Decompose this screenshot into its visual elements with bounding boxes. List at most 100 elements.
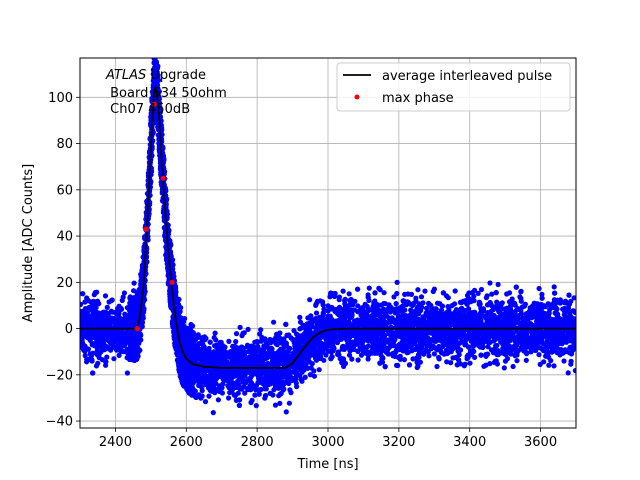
sample-point [487, 361, 493, 367]
sample-point [95, 350, 101, 356]
sample-point [252, 392, 258, 398]
sample-point [271, 360, 277, 366]
sample-point [506, 299, 513, 305]
sample-point [82, 353, 88, 359]
sample-point [365, 343, 371, 349]
sample-point [294, 331, 300, 337]
sample-point [397, 356, 403, 362]
sample-point [444, 359, 450, 365]
sample-point [213, 375, 219, 381]
sample-point [530, 303, 536, 309]
sample-point [213, 344, 219, 350]
sample-point [199, 338, 205, 344]
sample-point [95, 360, 101, 366]
sample-point [336, 294, 342, 300]
sample-point [349, 356, 355, 362]
sample-point [414, 304, 421, 310]
sample-point [481, 330, 487, 336]
sample-point [311, 373, 317, 379]
sample-point [470, 309, 477, 316]
sample-point [472, 354, 478, 360]
sample-point [118, 346, 124, 353]
sample-point [391, 294, 397, 300]
sample-point [514, 328, 520, 334]
sample-point [286, 377, 292, 383]
sample-point [555, 311, 561, 317]
sample-point [546, 319, 552, 326]
sample-point [122, 314, 129, 320]
sample-point [339, 344, 345, 351]
sample-point [239, 376, 245, 382]
sample-point [118, 306, 124, 312]
sample-point [544, 347, 550, 353]
sample-point [455, 320, 461, 326]
sample-point [408, 291, 415, 297]
sample-point [395, 316, 401, 322]
sample-point [434, 363, 440, 370]
sample-point [298, 376, 304, 382]
sample-point [462, 361, 468, 367]
sample-point [416, 348, 422, 355]
sample-point [358, 316, 365, 323]
sample-point [242, 390, 248, 396]
sample-point [539, 334, 546, 340]
sample-point [546, 311, 552, 318]
sample-point [571, 295, 576, 301]
sample-point [339, 356, 345, 362]
sample-point [213, 337, 219, 343]
sample-point [342, 317, 348, 323]
sample-point [336, 352, 342, 358]
sample-point [306, 359, 313, 365]
sample-point [394, 322, 400, 328]
sample-point [528, 345, 534, 351]
sample-point [267, 390, 273, 396]
sample-point [408, 307, 414, 313]
sample-point [402, 307, 408, 313]
sample-point [369, 313, 375, 319]
sample-point [483, 315, 489, 322]
sample-point [364, 303, 370, 310]
sample-point [346, 291, 352, 297]
sample-point [483, 362, 489, 368]
sample-point [226, 395, 232, 401]
sample-point [364, 312, 370, 319]
sample-point [197, 355, 203, 361]
sample-point [307, 297, 313, 303]
sample-point [541, 310, 548, 316]
sample-point [431, 319, 438, 325]
sample-point [455, 311, 461, 317]
sample-point [536, 344, 542, 350]
sample-point [422, 288, 428, 294]
sample-point [327, 294, 333, 300]
sample-point [230, 343, 236, 349]
sample-point [237, 324, 243, 330]
sample-point [203, 351, 209, 357]
sample-point [459, 330, 465, 336]
sample-point [196, 382, 202, 389]
sample-point [89, 317, 95, 323]
sample-point [355, 357, 361, 363]
sample-point [440, 290, 446, 296]
sample-point [325, 303, 331, 309]
sample-point [349, 314, 355, 320]
sample-point [317, 348, 323, 354]
sample-point [554, 297, 561, 303]
sample-point [332, 293, 338, 299]
sample-point [341, 363, 347, 369]
sample-point [245, 326, 251, 332]
sample-point [131, 280, 137, 286]
sample-point [464, 307, 471, 314]
sample-point [80, 338, 84, 344]
sample-point [448, 360, 454, 366]
sample-point [572, 368, 576, 374]
sample-point [499, 330, 505, 336]
sample-point [562, 300, 568, 306]
sample-point [491, 359, 497, 365]
sample-point [339, 312, 345, 318]
sample-point [96, 355, 102, 361]
sample-point [409, 348, 415, 354]
sample-point [316, 367, 322, 373]
sample-point [458, 307, 464, 313]
sample-point [432, 338, 438, 344]
sample-point [468, 338, 474, 344]
